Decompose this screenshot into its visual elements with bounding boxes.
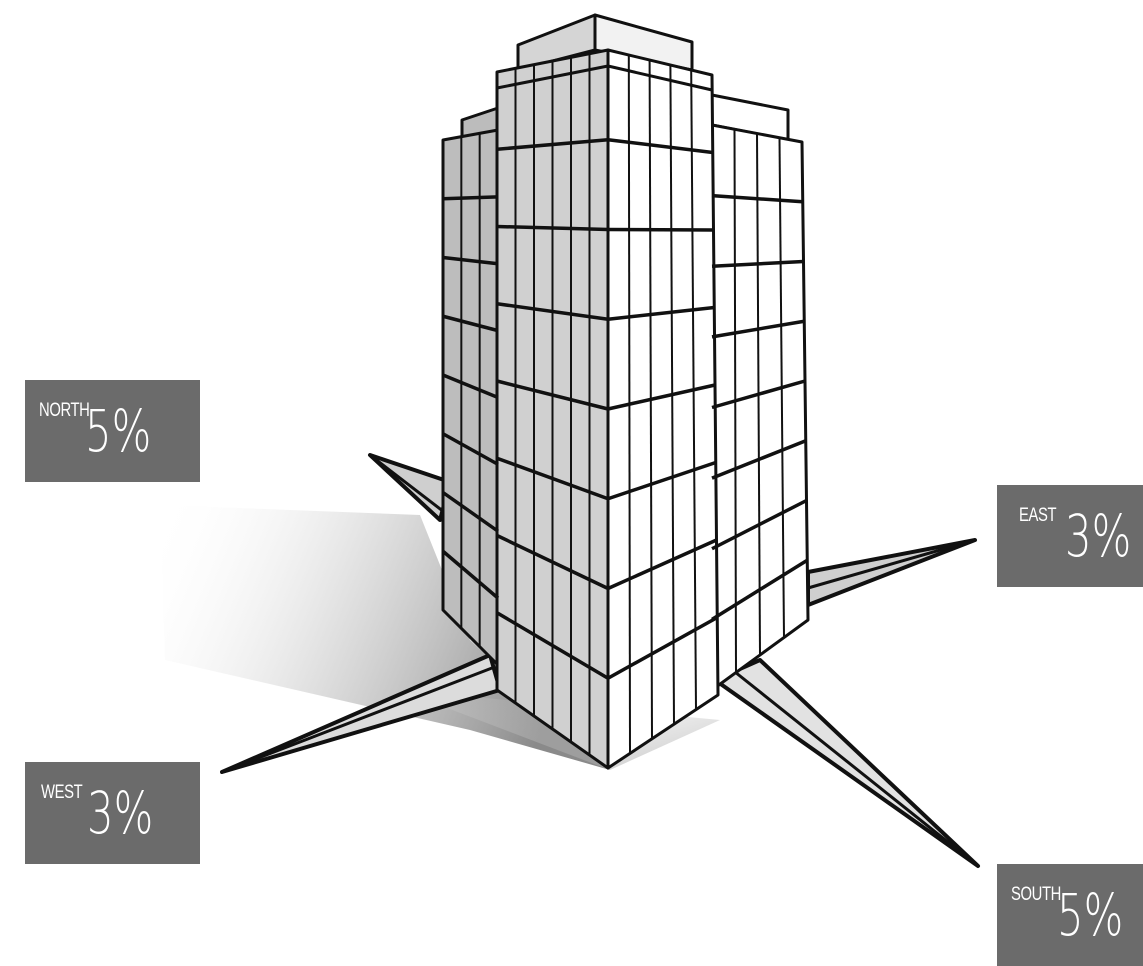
main-right-grid-floor	[607, 138, 713, 155]
left-wing-grid-floor	[441, 491, 500, 533]
north-direction: NORTH	[39, 400, 90, 421]
south-value: 5%	[1057, 881, 1124, 949]
main-left-grid-floor	[496, 533, 609, 591]
left-wing-grid-floor	[442, 255, 499, 266]
right-wing-grid-floor	[711, 439, 807, 480]
crown-band	[607, 64, 713, 92]
right-wing-grid-floor	[711, 498, 808, 551]
main-left-grid-floor	[496, 224, 609, 232]
west-label: WEST 3%	[25, 762, 200, 864]
left-wing-grid-floor	[442, 432, 499, 466]
left-wing-grid-floor	[442, 373, 499, 400]
right-wing-grid-floor	[711, 319, 805, 339]
tower	[441, 13, 810, 770]
south-label: SOUTH 5%	[997, 864, 1143, 966]
north-label: NORTH 5%	[25, 380, 200, 482]
west-arm	[220, 653, 502, 774]
east-direction: EAST	[1019, 505, 1057, 526]
main-left-grid-floor	[496, 379, 609, 411]
left-wing-grid-floor	[441, 549, 500, 600]
west-value: 3%	[87, 779, 154, 847]
main-right-grid-floor	[607, 615, 719, 680]
left-wing-face	[441, 128, 500, 667]
main-right-grid-floor	[607, 383, 716, 411]
east-arm	[806, 538, 977, 607]
main-right-grid-floor	[607, 227, 714, 232]
left-wing-grid-floor	[442, 195, 499, 201]
main-right-grid-floor	[607, 538, 718, 591]
left-wing-grid-floor	[442, 314, 499, 333]
main-right-grid-floor	[607, 460, 717, 501]
crown-band	[496, 64, 609, 90]
east-value: 3%	[1065, 502, 1132, 570]
right-wing-grid-floor	[711, 259, 804, 268]
main-right-face	[606, 48, 720, 770]
main-left-grid-floor	[496, 456, 609, 501]
main-right-grid-floor	[607, 305, 715, 321]
north-value: 5%	[85, 397, 152, 465]
west-direction: WEST	[41, 782, 83, 803]
east-label: EAST 3%	[997, 485, 1143, 587]
main-left-grid-floor	[496, 302, 609, 321]
main-left-grid-floor	[496, 611, 609, 680]
south-direction: SOUTH	[1011, 884, 1061, 905]
main-left-grid-floor	[496, 138, 609, 151]
right-wing-grid-floor	[711, 558, 809, 621]
window-grid	[441, 53, 809, 755]
right-wing-grid-floor	[711, 379, 806, 410]
right-wing-grid-floor	[711, 193, 803, 204]
